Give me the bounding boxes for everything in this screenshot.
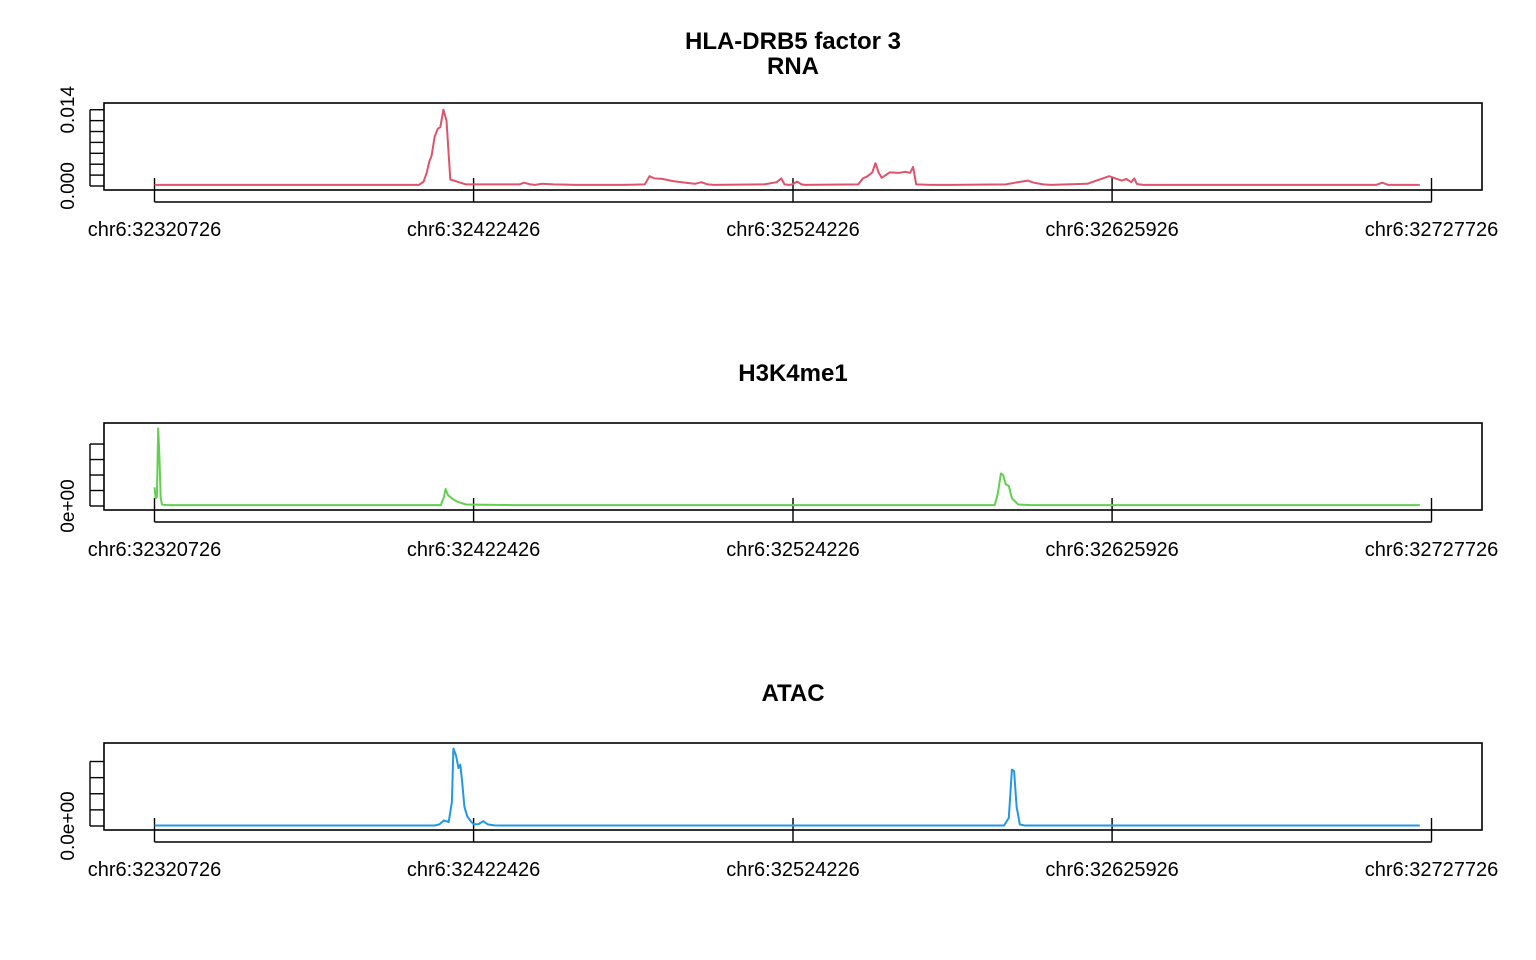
x-tick-label-h3k4me1: chr6:32422426 <box>407 539 540 561</box>
signal-line-rna <box>154 108 1420 186</box>
track-panels: chr6:32320726 chr6:32422426 chr6:32524226 c… <box>58 86 1498 881</box>
signal-line-h3k4me1 <box>153 427 1420 507</box>
x-tick-label-atac: chr6:32422426 <box>407 859 540 881</box>
x-tick-label-h3k4me1: chr6:32727726 <box>1365 539 1498 561</box>
x-tick-label-rna: chr6:32320726 <box>88 219 221 241</box>
x-tick-label-rna: chr6:32524226 <box>726 219 859 241</box>
plot-frame-rna <box>103 102 1483 191</box>
y-tick-label-atac: 0.0e+00 <box>58 791 79 860</box>
x-tick-label-atac: chr6:32524226 <box>726 859 859 881</box>
y-tick-label-rna: 0.000 <box>58 162 79 210</box>
x-tick-label-rna: chr6:32727726 <box>1365 219 1498 241</box>
figure-title: HLA-DRB5 factor 3 <box>685 28 901 55</box>
x-tick-label-h3k4me1: chr6:32524226 <box>726 539 859 561</box>
x-tick-label-rna: chr6:32625926 <box>1045 219 1178 241</box>
x-tick-label-atac: chr6:32320726 <box>88 859 221 881</box>
x-tick-label-atac: chr6:32727726 <box>1365 859 1498 881</box>
track-rna: chr6:32320726 chr6:32422426 chr6:32524226 c… <box>58 86 1498 241</box>
track-atac: chr6:32320726 chr6:32422426 chr6:32524226 c… <box>58 742 1498 881</box>
panel-title-rna: RNA <box>767 53 819 80</box>
plot-frame-h3k4me1 <box>103 422 1483 511</box>
panel-title-atac: ATAC <box>761 680 824 707</box>
signal-line-atac <box>154 747 1420 827</box>
x-tick-label-h3k4me1: chr6:32320726 <box>88 539 221 561</box>
plot-frame-atac <box>103 742 1483 831</box>
x-tick-label-rna: chr6:32422426 <box>407 219 540 241</box>
panel-title-h3k4me1: H3K4me1 <box>738 360 847 387</box>
y-tick-label-h3k4me1: 0e+00 <box>58 479 79 532</box>
x-tick-label-atac: chr6:32625926 <box>1045 859 1178 881</box>
x-tick-label-h3k4me1: chr6:32625926 <box>1045 539 1178 561</box>
y-tick-label-rna: 0.014 <box>58 86 79 134</box>
track-h3k4me1: chr6:32320726 chr6:32422426 chr6:32524226 c… <box>58 422 1498 561</box>
